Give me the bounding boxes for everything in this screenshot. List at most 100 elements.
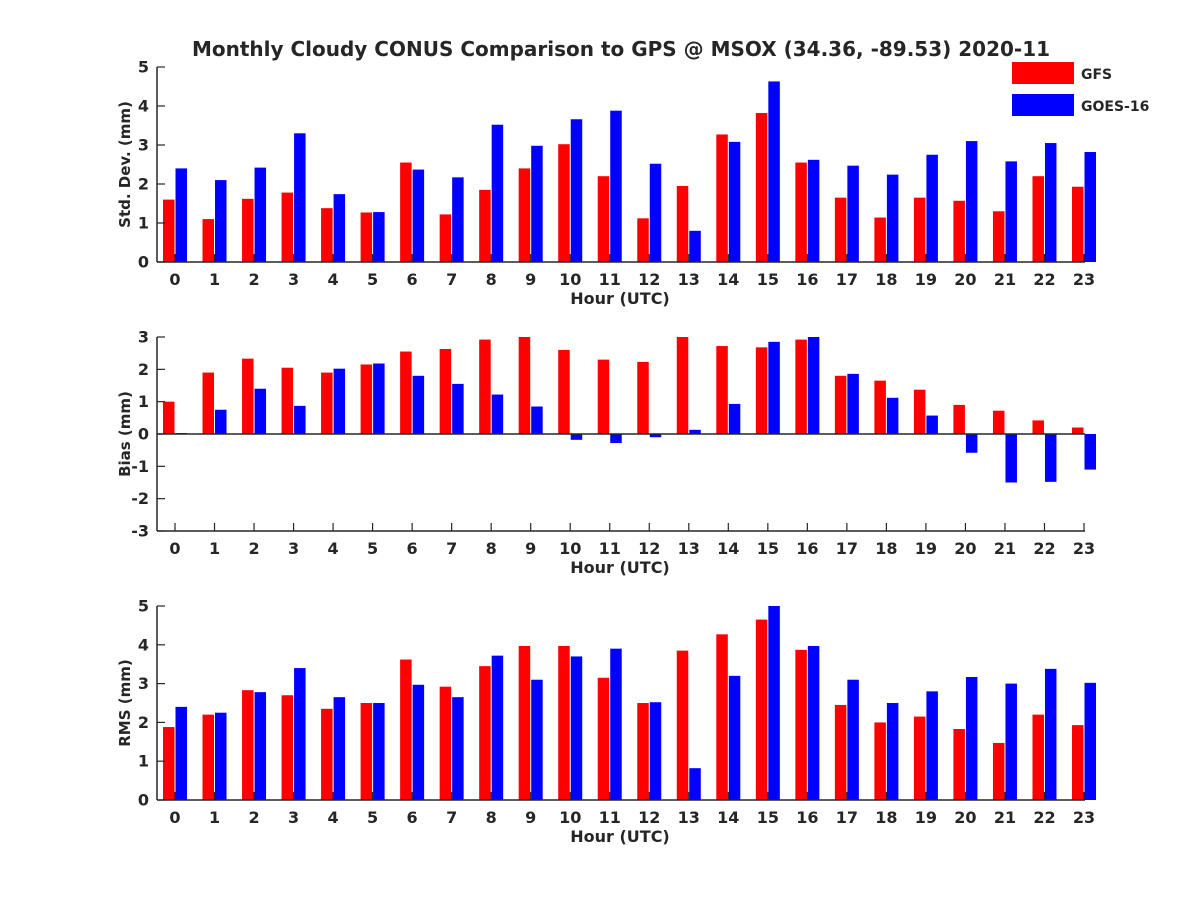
bar-goes16-hour-12 xyxy=(649,434,662,438)
x-tick-label: 4 xyxy=(328,539,339,558)
bar-gfs-hour-9 xyxy=(518,168,531,262)
bar-goes16-hour-12 xyxy=(649,163,662,262)
bar-goes16-hour-3 xyxy=(294,405,306,434)
x-tick-label: 21 xyxy=(994,808,1016,827)
bar-gfs-hour-8 xyxy=(479,339,491,434)
bar-goes16-hour-17 xyxy=(847,165,859,262)
bar-goes16-hour-8 xyxy=(491,655,504,800)
bar-goes16-hour-15 xyxy=(768,81,780,263)
bar-goes16-hour-21 xyxy=(1005,161,1017,262)
bar-gfs-hour-20 xyxy=(953,200,965,262)
x-tick-label: 18 xyxy=(875,270,897,289)
x-tick-label: 8 xyxy=(486,270,497,289)
x-tick-label: 1 xyxy=(209,808,220,827)
x-tick-label: 23 xyxy=(1073,270,1095,289)
bar-goes16-hour-6 xyxy=(412,375,425,434)
bar-gfs-hour-3 xyxy=(281,367,294,434)
x-tick-label: 3 xyxy=(288,539,299,558)
bar-goes16-hour-11 xyxy=(610,110,622,263)
bar-goes16-hour-1 xyxy=(215,409,227,434)
bar-gfs-hour-16 xyxy=(795,339,807,434)
y-tick-label: -3 xyxy=(131,522,149,541)
x-tick-label: 10 xyxy=(559,808,581,827)
x-tick-label: 14 xyxy=(717,270,739,289)
bar-goes16-hour-23 xyxy=(1084,682,1096,800)
bar-gfs-hour-11 xyxy=(597,359,610,434)
bar-gfs-hour-6 xyxy=(400,659,412,800)
bar-gfs-hour-19 xyxy=(913,716,926,800)
bar-goes16-hour-19 xyxy=(926,415,938,434)
bar-gfs-hour-8 xyxy=(479,666,491,800)
bar-goes16-hour-14 xyxy=(728,403,741,434)
bar-goes16-hour-20 xyxy=(965,677,978,800)
x-tick-label: 10 xyxy=(559,539,581,558)
x-tick-label: 0 xyxy=(169,808,180,827)
bar-goes16-hour-23 xyxy=(1084,152,1096,262)
bar-goes16-hour-6 xyxy=(412,684,425,800)
x-axis-label: Hour (UTC) xyxy=(570,558,670,577)
x-tick-label: 5 xyxy=(367,808,378,827)
bar-gfs-hour-13 xyxy=(676,337,689,434)
x-tick-label: 10 xyxy=(559,270,581,289)
bar-goes16-hour-13 xyxy=(689,230,701,262)
x-tick-label: 21 xyxy=(994,270,1016,289)
bar-goes16-hour-18 xyxy=(886,397,899,434)
x-tick-label: 20 xyxy=(954,539,976,558)
bar-goes16-hour-10 xyxy=(570,656,583,800)
bar-goes16-hour-22 xyxy=(1044,668,1057,800)
bar-gfs-hour-10 xyxy=(558,144,570,262)
bar-goes16-hour-4 xyxy=(333,368,346,434)
y-tick-label: -2 xyxy=(131,489,149,508)
bar-gfs-hour-11 xyxy=(597,677,610,800)
x-tick-label: 5 xyxy=(367,539,378,558)
bar-goes16-hour-12 xyxy=(649,702,662,800)
bar-gfs-hour-13 xyxy=(676,185,689,262)
bar-goes16-hour-3 xyxy=(294,668,306,800)
x-tick-label: 18 xyxy=(875,539,897,558)
y-tick-label: 0 xyxy=(138,425,149,444)
bar-gfs-hour-22 xyxy=(1032,176,1044,262)
bar-gfs-hour-15 xyxy=(755,347,768,434)
bar-goes16-hour-9 xyxy=(531,406,543,434)
bar-goes16-hour-7 xyxy=(452,383,464,434)
bar-gfs-hour-2 xyxy=(242,358,254,434)
x-tick-label: 2 xyxy=(248,270,259,289)
bar-goes16-hour-14 xyxy=(728,141,741,262)
bar-goes16-hour-10 xyxy=(570,434,583,440)
x-tick-label: 19 xyxy=(915,808,937,827)
x-tick-label: 12 xyxy=(638,808,660,827)
legend-swatch-goes16 xyxy=(1012,94,1074,116)
bar-gfs-hour-12 xyxy=(637,703,649,800)
legend-label-gfs: GFS xyxy=(1081,67,1112,83)
x-tick-label: 20 xyxy=(954,808,976,827)
y-axis-label: Bias (mm) xyxy=(116,391,134,477)
bar-gfs-hour-17 xyxy=(834,197,847,262)
bar-goes16-hour-9 xyxy=(531,145,543,262)
bar-gfs-hour-16 xyxy=(795,162,807,262)
bar-goes16-hour-7 xyxy=(452,697,464,800)
x-tick-label: 12 xyxy=(638,270,660,289)
bar-gfs-hour-7 xyxy=(439,214,452,262)
bar-goes16-hour-11 xyxy=(610,648,622,800)
y-tick-label: 1 xyxy=(138,392,149,411)
bar-gfs-hour-9 xyxy=(518,645,531,800)
x-tick-label: 13 xyxy=(678,539,700,558)
x-axis-label: Hour (UTC) xyxy=(570,289,670,308)
bar-gfs-hour-14 xyxy=(716,634,728,800)
bar-goes16-hour-2 xyxy=(254,692,267,800)
bar-goes16-hour-18 xyxy=(886,703,899,800)
x-tick-label: 4 xyxy=(328,270,339,289)
x-tick-label: 11 xyxy=(599,808,621,827)
bar-gfs-hour-16 xyxy=(795,649,807,800)
bar-goes16-hour-21 xyxy=(1005,434,1017,483)
x-tick-label: 17 xyxy=(836,808,858,827)
bar-goes16-hour-16 xyxy=(807,159,820,262)
bar-gfs-hour-21 xyxy=(992,211,1005,262)
bar-gfs-hour-8 xyxy=(479,189,491,262)
y-tick-label: 0 xyxy=(138,253,149,272)
y-tick-label: 5 xyxy=(138,597,149,616)
bar-goes16-hour-16 xyxy=(807,337,820,434)
bar-gfs-hour-14 xyxy=(716,346,728,434)
